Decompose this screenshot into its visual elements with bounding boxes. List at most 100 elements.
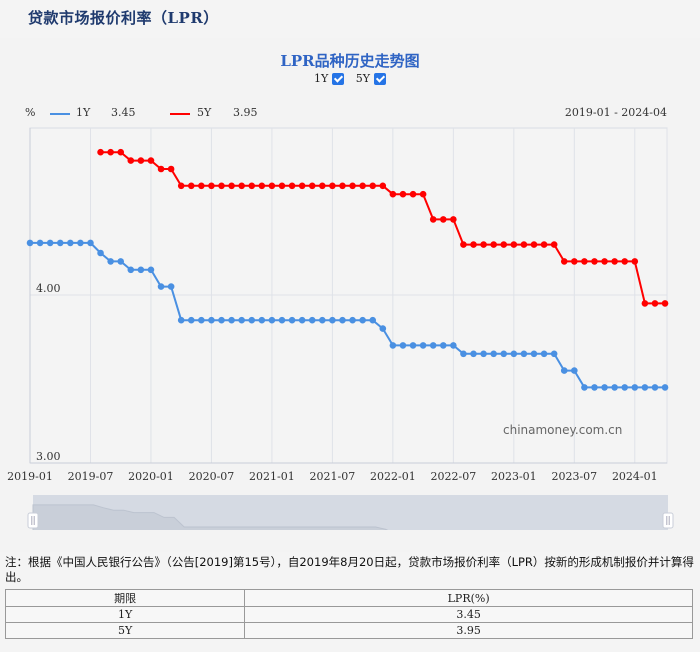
data-point[interactable] [560, 258, 568, 265]
data-point[interactable] [661, 384, 669, 391]
data-point[interactable] [198, 182, 205, 190]
data-point[interactable] [107, 258, 114, 265]
data-point[interactable] [137, 266, 145, 274]
data-point[interactable] [319, 316, 326, 324]
data-point[interactable] [419, 190, 427, 198]
data-point[interactable] [359, 182, 366, 190]
data-point[interactable] [389, 190, 397, 198]
data-point[interactable] [601, 258, 608, 265]
data-point[interactable] [500, 241, 508, 248]
data-point[interactable] [621, 258, 629, 265]
data-point[interactable] [228, 182, 235, 190]
data-point[interactable] [339, 316, 346, 324]
data-point[interactable] [339, 182, 346, 190]
data-point[interactable] [56, 239, 64, 247]
legend-5y-name[interactable]: 5Y [197, 106, 212, 119]
data-point[interactable] [147, 266, 155, 274]
data-point[interactable] [611, 384, 618, 391]
data-point[interactable] [278, 182, 286, 190]
data-point[interactable] [601, 384, 608, 391]
data-point[interactable] [571, 258, 578, 265]
lpr-line-chart[interactable]: 2019-01 2019-07 2020-01 2020-07 2021-01 2021-… [0, 120, 700, 530]
data-point[interactable] [429, 216, 437, 223]
data-point[interactable] [490, 241, 497, 248]
data-point[interactable] [198, 316, 205, 324]
data-point[interactable] [450, 342, 457, 349]
zoom-handle-right[interactable] [662, 512, 674, 529]
data-point[interactable] [298, 316, 306, 324]
data-point[interactable] [248, 182, 256, 190]
data-point[interactable] [87, 239, 94, 247]
data-point[interactable] [208, 316, 215, 324]
data-point[interactable] [46, 239, 54, 247]
data-point[interactable] [147, 157, 155, 164]
data-point[interactable] [621, 384, 629, 391]
toggle-1y[interactable]: 1Y [314, 72, 345, 85]
data-point[interactable] [480, 350, 487, 358]
data-point[interactable] [329, 316, 336, 324]
data-point[interactable] [611, 258, 618, 265]
data-point[interactable] [581, 258, 588, 265]
data-point[interactable] [298, 182, 306, 190]
data-point[interactable] [389, 342, 397, 349]
data-point[interactable] [97, 249, 104, 257]
data-point[interactable] [288, 182, 296, 190]
data-point[interactable] [470, 241, 477, 248]
data-point[interactable] [218, 182, 225, 190]
data-point[interactable] [460, 241, 467, 248]
data-point[interactable] [399, 342, 407, 349]
data-point[interactable] [429, 342, 437, 349]
data-point[interactable] [157, 283, 165, 290]
data-point[interactable] [379, 182, 387, 190]
data-point[interactable] [208, 182, 215, 190]
data-point[interactable] [591, 384, 598, 391]
data-point[interactable] [581, 384, 588, 391]
data-point[interactable] [127, 157, 135, 164]
data-point[interactable] [308, 182, 316, 190]
data-point[interactable] [77, 239, 84, 247]
data-point[interactable] [187, 182, 195, 190]
data-point[interactable] [308, 316, 316, 324]
data-point[interactable] [530, 241, 538, 248]
data-point[interactable] [268, 316, 276, 324]
data-point[interactable] [268, 182, 276, 190]
data-point[interactable] [349, 316, 356, 324]
data-point[interactable] [238, 316, 245, 324]
data-point[interactable] [560, 367, 568, 374]
data-point[interactable] [450, 216, 457, 223]
data-point[interactable] [258, 316, 266, 324]
data-point[interactable] [439, 216, 447, 223]
legend-1y-name[interactable]: 1Y [76, 106, 91, 119]
data-point[interactable] [540, 241, 548, 248]
data-point[interactable] [187, 316, 195, 324]
data-point[interactable] [137, 157, 145, 164]
data-point[interactable] [107, 148, 114, 156]
data-point[interactable] [530, 350, 538, 358]
data-point[interactable] [641, 384, 649, 391]
zoom-handle-left[interactable] [27, 512, 39, 529]
data-point[interactable] [399, 190, 407, 198]
data-point[interactable] [117, 148, 125, 156]
data-point[interactable] [278, 316, 286, 324]
data-point[interactable] [67, 239, 74, 247]
data-point[interactable] [439, 342, 447, 349]
data-point[interactable] [460, 350, 467, 358]
data-point[interactable] [510, 350, 518, 358]
data-point[interactable] [409, 190, 417, 198]
data-point[interactable] [550, 350, 558, 358]
data-point[interactable] [651, 300, 659, 307]
data-point[interactable] [641, 300, 649, 307]
data-point[interactable] [631, 384, 639, 391]
data-point[interactable] [480, 241, 487, 248]
data-point[interactable] [157, 165, 165, 173]
data-point[interactable] [26, 239, 34, 247]
data-point[interactable] [369, 182, 377, 190]
data-point[interactable] [571, 367, 578, 374]
data-point[interactable] [661, 300, 669, 307]
data-point[interactable] [520, 350, 528, 358]
data-point[interactable] [409, 342, 417, 349]
checkbox-1y[interactable] [332, 72, 345, 85]
data-point[interactable] [500, 350, 508, 358]
data-point[interactable] [167, 283, 175, 290]
data-point[interactable] [359, 316, 366, 324]
